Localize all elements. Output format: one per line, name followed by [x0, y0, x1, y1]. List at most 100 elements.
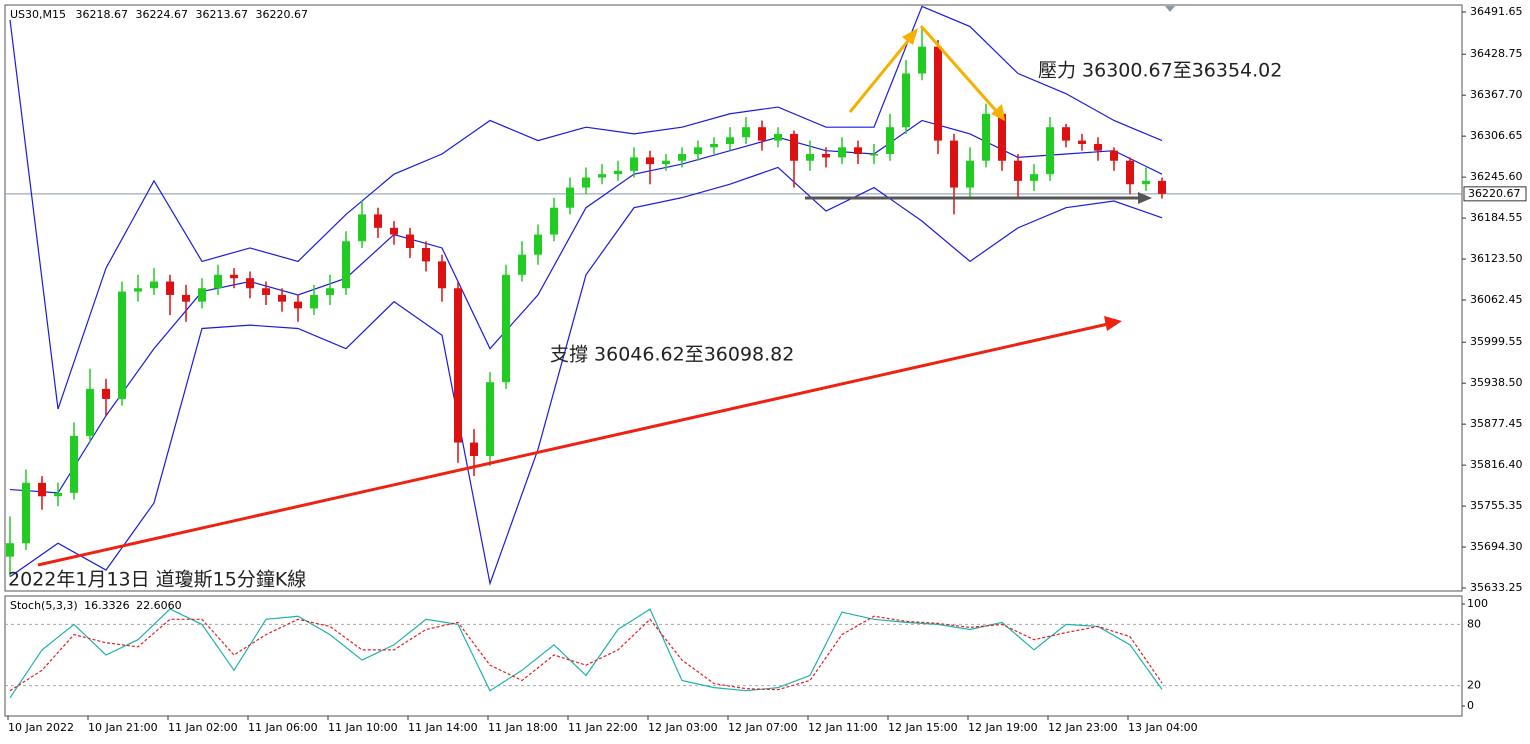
candle-body: [790, 133, 798, 161]
candle-body: [1046, 127, 1054, 175]
candle-body: [246, 278, 254, 289]
candle-body: [998, 113, 1006, 161]
candle-body: [630, 157, 638, 171]
y-tick-label: 36428.75: [1470, 47, 1523, 60]
candle-body: [870, 154, 878, 156]
candle-body: [710, 143, 718, 148]
candle-body: [278, 294, 286, 302]
band-line: [9, 5, 1163, 410]
y-tick-label: 35633.25: [1470, 581, 1523, 594]
y-tick-label: 35816.40: [1470, 458, 1523, 471]
stoch-signal-line: [9, 615, 1163, 692]
candle-body: [1078, 140, 1086, 144]
x-tick-label: 12 Jan 23:00: [1048, 721, 1118, 734]
x-tick-label: 12 Jan 07:00: [728, 721, 798, 734]
x-tick-label: 11 Jan 14:00: [408, 721, 478, 734]
stoch-tick-label: 0: [1467, 699, 1474, 712]
candle-body: [454, 288, 462, 443]
down-arrowhead: [991, 104, 1005, 121]
header-open: 36218.67: [76, 8, 129, 21]
stoch-main-value: 16.3326: [84, 599, 130, 612]
candle-body: [646, 157, 654, 165]
candle-body: [806, 154, 814, 161]
candle-body: [134, 288, 142, 292]
candle-body: [166, 281, 174, 295]
candle-body: [406, 234, 414, 248]
candle-body: [182, 294, 190, 302]
resistance-note: 壓力 36300.67至36354.02: [1038, 60, 1282, 82]
y-tick-label: 36306.65: [1470, 129, 1523, 142]
x-tick-label: 12 Jan 15:00: [888, 721, 958, 734]
symbol: US30,M15: [10, 8, 66, 21]
last-price-box: [1463, 186, 1527, 202]
x-tick-label: 12 Jan 19:00: [968, 721, 1038, 734]
down-arrow: [919, 25, 1000, 114]
candle-body: [582, 177, 590, 188]
header-high: 36224.67: [136, 8, 189, 21]
candle-body: [102, 388, 110, 399]
candle-body: [118, 291, 126, 399]
candle-body: [838, 147, 846, 158]
candle-body: [918, 46, 926, 74]
candle-body: [726, 137, 734, 144]
stoch-main-line: [9, 608, 1163, 699]
candle-body: [902, 73, 910, 128]
candle-body: [1062, 127, 1070, 141]
candle-body: [374, 214, 382, 228]
flat-arrowhead: [1138, 192, 1152, 204]
candle-body: [566, 187, 574, 208]
candle-body: [150, 281, 158, 289]
y-tick-label: 36184.55: [1470, 211, 1523, 224]
candle-body: [1110, 150, 1118, 161]
candle-body: [534, 234, 542, 255]
candle-body: [230, 274, 238, 279]
candle-body: [326, 288, 334, 295]
chart-caption: 2022年1月13日 道瓊斯15分鐘K線: [8, 569, 306, 591]
y-tick-label: 36491.65: [1470, 5, 1523, 18]
candle-body: [614, 170, 622, 175]
candle-body: [854, 147, 862, 155]
trend-line: [37, 322, 1109, 567]
candle-body: [1030, 174, 1038, 181]
y-tick-label: 35877.45: [1470, 417, 1523, 430]
candle-body: [54, 492, 62, 497]
main-panel: [4, 4, 1463, 592]
candle-body: [774, 133, 782, 141]
candle-body: [950, 140, 958, 188]
x-tick-label: 13 Jan 04:00: [1128, 721, 1198, 734]
candle-body: [294, 301, 302, 309]
candle-body: [886, 127, 894, 155]
x-tick-label: 10 Jan 21:00: [88, 721, 158, 734]
candle-body: [470, 442, 478, 456]
x-tick-label: 12 Jan 11:00: [808, 721, 878, 734]
candle-body: [342, 241, 350, 289]
shift-marker: [1165, 6, 1175, 12]
candle-body: [438, 261, 446, 289]
candle-body: [662, 160, 670, 165]
candle-body: [86, 388, 94, 436]
candle-body: [1094, 143, 1102, 151]
candle-body: [198, 288, 206, 302]
stoch-tick-label: 20: [1467, 679, 1481, 692]
candle-body: [1014, 160, 1022, 181]
candle-body: [214, 274, 222, 289]
candle-body: [982, 113, 990, 161]
y-tick-label: 35999.55: [1470, 335, 1523, 348]
candle-body: [70, 435, 78, 493]
header-low: 36213.67: [196, 8, 249, 21]
stoch-signal-value: 22.6060: [136, 599, 182, 612]
candle-body: [358, 214, 366, 242]
candle-body: [486, 382, 494, 456]
stoch-panel: [4, 595, 1463, 717]
x-tick-label: 11 Jan 10:00: [328, 721, 398, 734]
y-tick-label: 36062.45: [1470, 293, 1523, 306]
x-tick-label: 11 Jan 18:00: [488, 721, 558, 734]
up-arrow: [848, 35, 914, 113]
candle-body: [550, 207, 558, 235]
candle-body: [38, 482, 46, 497]
x-tick-label: 12 Jan 03:00: [648, 721, 718, 734]
chart-header: US30,M15 36218.67 36224.67 36213.67 3622…: [10, 8, 308, 21]
candle-body: [262, 288, 270, 295]
candle-body: [694, 147, 702, 155]
